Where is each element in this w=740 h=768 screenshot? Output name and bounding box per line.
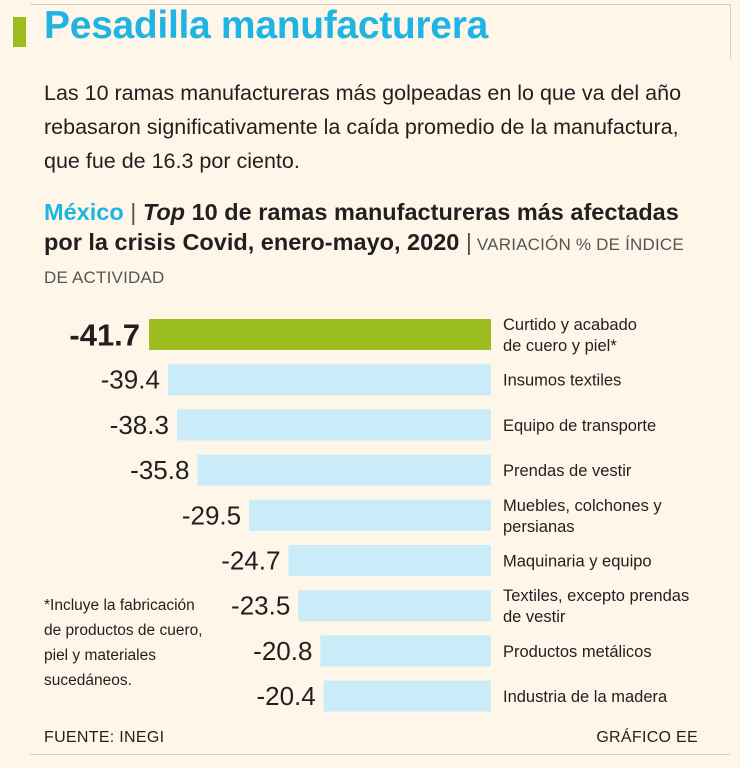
chart-title: 10 de ramas manufactureras más afectadas…: [44, 199, 679, 255]
bar-value-label: -35.8: [130, 455, 189, 485]
bar: [167, 364, 492, 396]
category-label-line: Muebles, colchones y: [503, 497, 662, 515]
chart-unit: VARIACIÓN % DE ÍNDICE DE ACTIVIDAD: [44, 235, 684, 287]
bar: [249, 499, 491, 531]
category-label-line: de vestir: [503, 608, 566, 626]
bar: [298, 590, 491, 622]
category-label: Maquinaria y equipo: [503, 553, 652, 571]
bar-value-label: -38.3: [110, 410, 169, 440]
bar: [149, 319, 491, 350]
category-label-line: Curtido y acabado: [503, 316, 637, 334]
chart-heading: México | Top 10 de ramas manufactureras …: [44, 197, 684, 293]
category-label-line: Maquinaria y equipo: [503, 553, 652, 571]
bar: [288, 545, 491, 576]
category-label: Equipo de transporte: [503, 417, 656, 435]
chart-title-italic: Top: [142, 199, 186, 225]
bar-value-label: -41.7: [69, 318, 140, 353]
source-note: FUENTE: INEGI: [44, 729, 165, 746]
bar-value-label: -39.4: [101, 365, 160, 395]
bar: [197, 454, 491, 486]
bar-value-label: -20.8: [253, 636, 312, 666]
bar: [323, 680, 491, 712]
bar-chart: -41.7 Curtido y acabado de cuero y piel* -3…: [69, 316, 689, 712]
title-accent-bar: [13, 17, 26, 47]
footer-frame: [30, 754, 730, 755]
category-label: Insumos textiles: [503, 372, 621, 390]
category-label-line: de cuero y piel*: [503, 337, 617, 355]
bar-value-label: -29.5: [182, 500, 241, 530]
header-frame: [30, 4, 731, 59]
bar-value-label: -24.7: [221, 546, 280, 576]
graphic-credit: GRÁFICO EE: [596, 729, 698, 746]
category-label-line: Productos metálicos: [503, 643, 652, 661]
bar: [320, 635, 491, 667]
category-label: Industria de la madera: [503, 688, 668, 706]
chart-country: México: [44, 199, 124, 225]
heading-separator: |: [130, 199, 137, 225]
page-title: Pesadilla manufacturera: [44, 4, 488, 47]
intro-text: Las 10 ramas manufactureras más golpeada…: [44, 81, 682, 173]
category-label: Curtido y acabado de cuero y piel*: [503, 316, 637, 355]
category-label-line: Equipo de transporte: [503, 417, 656, 435]
category-label-line: Industria de la madera: [503, 688, 668, 706]
bar-value-label: -23.5: [231, 591, 290, 621]
category-label-line: Insumos textiles: [503, 372, 621, 390]
category-label: Productos metálicos: [503, 643, 652, 661]
category-label-line: Textiles, excepto prendas: [503, 587, 689, 605]
category-label: Textiles, excepto prendas de vestir: [503, 587, 689, 626]
category-label: Prendas de vestir: [503, 462, 632, 480]
category-label-line: Prendas de vestir: [503, 462, 632, 480]
category-label-line: persianas: [503, 518, 575, 536]
unit-separator: |: [465, 229, 472, 255]
footnote: *Incluye la fabricación de productos de …: [44, 597, 203, 689]
bar-value-label: -20.4: [256, 681, 315, 711]
category-label: Muebles, colchones y persianas: [503, 497, 662, 536]
bar: [176, 409, 491, 441]
